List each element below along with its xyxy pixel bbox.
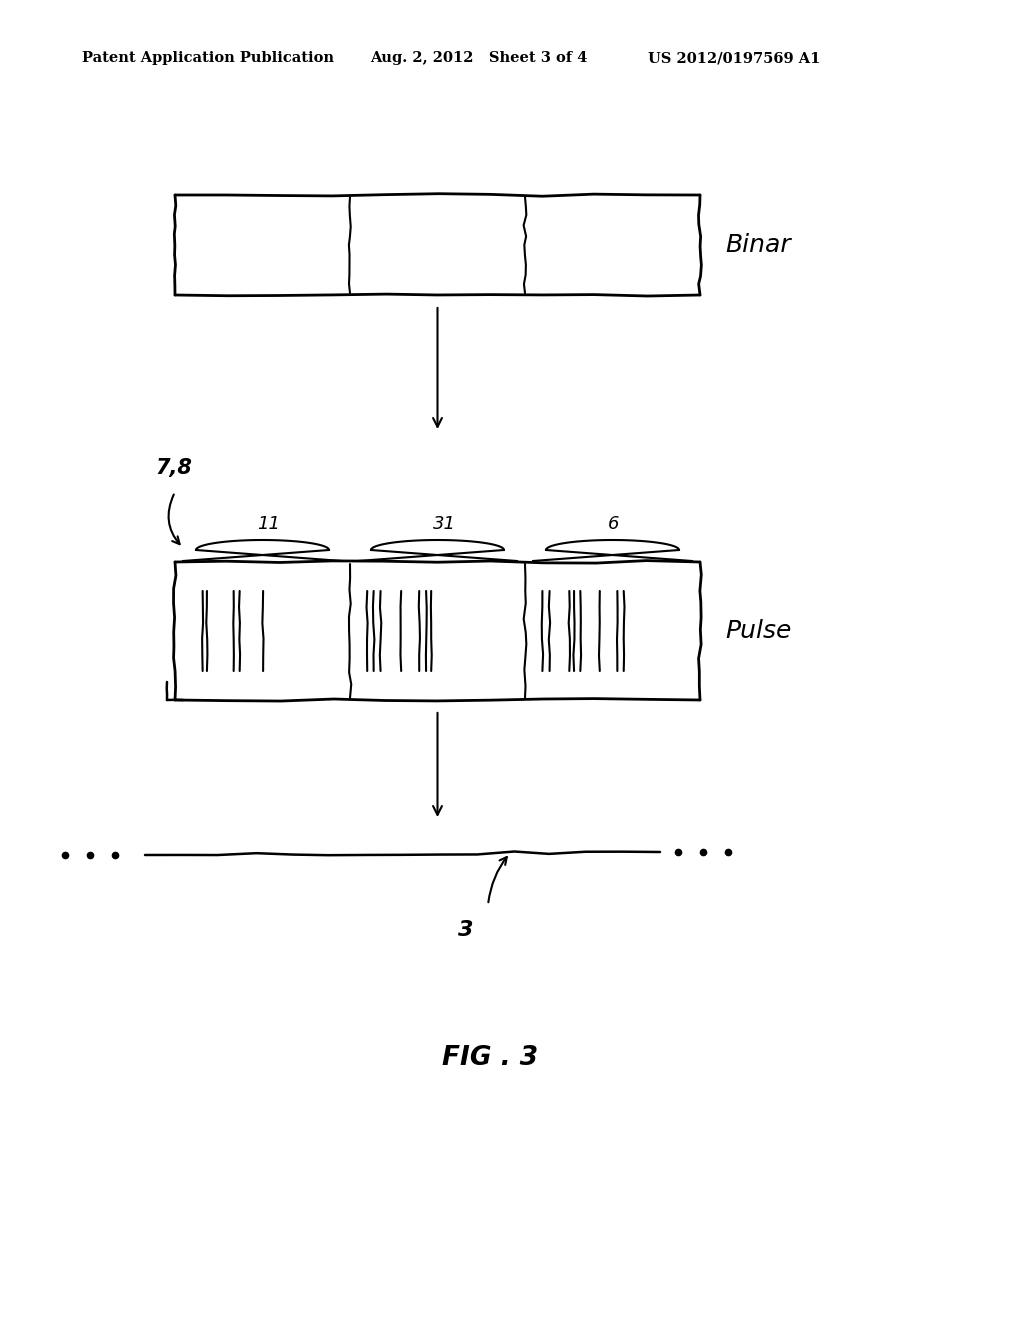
Text: 6: 6 [607,515,618,533]
Text: 11: 11 [257,515,281,533]
Text: FIG . 3: FIG . 3 [442,1045,538,1071]
Text: Binar: Binar [725,234,791,257]
Text: 7,8: 7,8 [155,458,191,478]
Text: 31: 31 [432,515,456,533]
Text: US 2012/0197569 A1: US 2012/0197569 A1 [648,51,820,65]
Text: 3: 3 [458,920,473,940]
Text: Patent Application Publication: Patent Application Publication [82,51,334,65]
Text: Aug. 2, 2012   Sheet 3 of 4: Aug. 2, 2012 Sheet 3 of 4 [370,51,588,65]
Text: Pulse: Pulse [725,619,792,643]
